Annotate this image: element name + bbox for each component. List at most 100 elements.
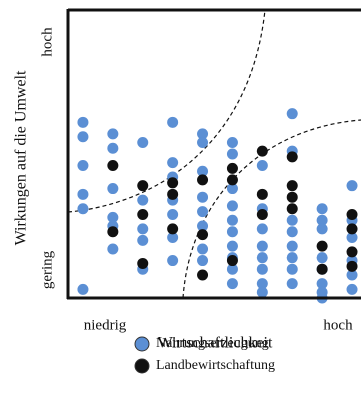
point xyxy=(167,177,179,189)
point xyxy=(316,252,328,264)
x-high-label: hoch xyxy=(323,317,353,333)
point xyxy=(256,263,268,275)
point xyxy=(286,151,298,163)
point xyxy=(256,208,268,220)
point xyxy=(256,145,268,157)
point xyxy=(226,226,238,238)
y-high-label: hoch xyxy=(39,27,55,57)
legend-label: Landbewirtschaftung xyxy=(156,358,275,373)
point xyxy=(167,223,179,235)
point xyxy=(346,208,358,220)
point xyxy=(286,191,298,203)
x-axis-title: Wirtschaftlichkeit xyxy=(158,335,273,352)
point xyxy=(346,260,358,272)
y-axis-title: Wirkungen auf die Umwelt xyxy=(13,70,30,245)
legend-label: Nahrungserzeugung xyxy=(156,336,269,351)
point xyxy=(107,183,119,195)
point xyxy=(286,180,298,192)
point xyxy=(226,255,238,267)
point xyxy=(346,180,358,192)
point xyxy=(137,194,149,206)
point xyxy=(286,240,298,252)
point xyxy=(286,278,298,290)
point xyxy=(286,252,298,264)
y-low-label: gering xyxy=(39,250,55,289)
legend-marker xyxy=(134,336,150,352)
point xyxy=(107,211,119,223)
legend-marker xyxy=(134,358,150,374)
point xyxy=(226,183,238,195)
point xyxy=(167,157,179,169)
x-low-label: niedrig xyxy=(84,317,127,333)
point xyxy=(286,203,298,215)
point xyxy=(346,223,358,235)
point xyxy=(286,263,298,275)
point xyxy=(226,148,238,160)
point xyxy=(197,174,209,186)
point xyxy=(137,257,149,269)
legend: Nahrungserzeugung Landbewirtschaftung xyxy=(134,336,275,374)
point xyxy=(137,234,149,246)
point xyxy=(256,278,268,290)
point xyxy=(77,203,89,215)
point xyxy=(197,165,209,177)
point xyxy=(316,223,328,235)
point xyxy=(286,108,298,120)
point xyxy=(197,269,209,281)
point xyxy=(226,263,238,275)
point xyxy=(107,160,119,172)
point xyxy=(137,208,149,220)
point xyxy=(226,214,238,226)
point xyxy=(316,278,328,290)
point xyxy=(197,243,209,255)
point xyxy=(316,240,328,252)
point xyxy=(346,283,358,295)
point xyxy=(107,243,119,255)
point xyxy=(197,220,209,232)
point xyxy=(346,232,358,244)
point xyxy=(107,226,119,238)
point xyxy=(197,191,209,203)
point xyxy=(256,286,268,298)
point xyxy=(137,180,149,192)
dashed-curve xyxy=(182,119,361,299)
point xyxy=(77,131,89,143)
points xyxy=(77,108,358,304)
point xyxy=(256,240,268,252)
point xyxy=(77,188,89,200)
point xyxy=(226,278,238,290)
point xyxy=(77,283,89,295)
point xyxy=(167,208,179,220)
point xyxy=(226,136,238,148)
point xyxy=(137,223,149,235)
point xyxy=(256,188,268,200)
dashed-curve xyxy=(67,9,266,213)
point xyxy=(256,223,268,235)
point xyxy=(226,162,238,174)
point xyxy=(107,128,119,140)
point xyxy=(286,214,298,226)
point xyxy=(197,229,209,241)
point xyxy=(107,142,119,154)
point xyxy=(286,226,298,238)
point xyxy=(256,160,268,172)
point xyxy=(316,203,328,215)
point xyxy=(316,263,328,275)
point xyxy=(167,232,179,244)
point xyxy=(226,240,238,252)
point xyxy=(167,116,179,128)
point xyxy=(316,214,328,226)
point xyxy=(226,200,238,212)
point xyxy=(197,136,209,148)
point xyxy=(346,246,358,258)
point xyxy=(226,174,238,186)
point xyxy=(346,269,358,281)
point xyxy=(197,128,209,140)
point xyxy=(77,160,89,172)
point xyxy=(197,255,209,267)
point xyxy=(197,206,209,218)
point xyxy=(137,136,149,148)
point xyxy=(167,188,179,200)
point xyxy=(167,255,179,267)
